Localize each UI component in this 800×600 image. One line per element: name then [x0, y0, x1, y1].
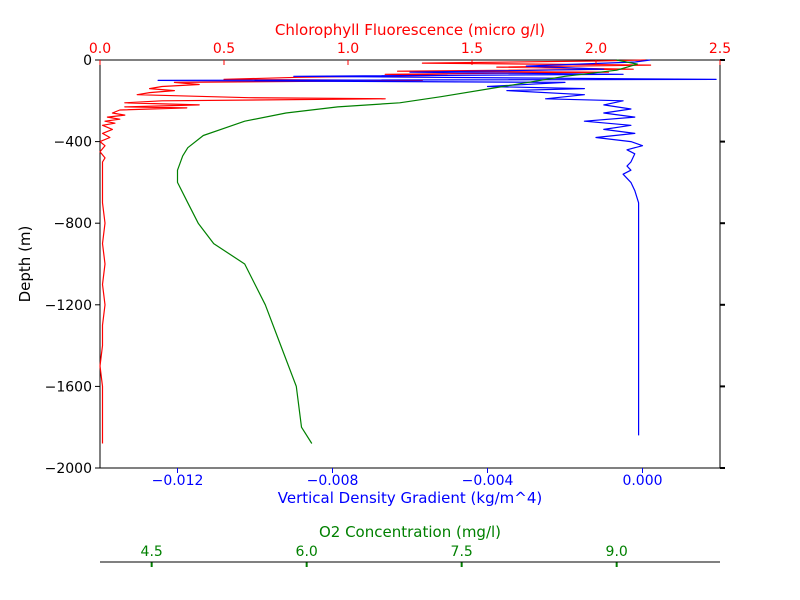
y-axis-title: Depth (m): [16, 226, 34, 303]
top-tick-label: 2.0: [585, 41, 607, 57]
plot-frame: [99, 59, 721, 469]
top-tick-label: 0.0: [89, 41, 111, 57]
oxygen-tick-label: 4.5: [141, 544, 163, 560]
y-tick-label: −1600: [45, 379, 92, 395]
oxygen-tick-label: 7.5: [451, 544, 473, 560]
series-layer: [99, 59, 717, 444]
oxygen-line: [176, 59, 638, 444]
y-tick-label: −400: [54, 135, 92, 151]
top-axis-title: Chlorophyll Fluorescence (micro g/l): [275, 21, 545, 39]
top-tick-label: 2.5: [709, 41, 731, 57]
chlorophyll-line: [99, 59, 652, 444]
bottom-tick-label: −0.004: [462, 473, 514, 489]
y-tick-label: −2000: [45, 461, 92, 477]
oxygen-tick-label: 9.0: [606, 544, 628, 560]
bottom-tick-label: −0.012: [152, 473, 204, 489]
top-tick-label: 1.0: [337, 41, 359, 57]
top-tick-label: 1.5: [461, 41, 483, 57]
axes-layer: 0 −400 −800 −1200 −1600 −2000 0.0 0.5 1.0 1.5 2.0 2…: [45, 41, 731, 567]
top-tick-label: 0.5: [213, 41, 235, 57]
oxygen-axis-title: O2 Concentration (mg/l): [319, 523, 501, 541]
y-tick-label: −800: [54, 216, 92, 232]
y-tick-label: 0: [83, 53, 92, 69]
y-tick-label: −1200: [45, 298, 92, 314]
density-line: [157, 59, 717, 436]
bottom-axis-title: Vertical Density Gradient (kg/m^4): [278, 489, 542, 507]
bottom-tick-label: −0.008: [307, 473, 359, 489]
oxygen-tick-label: 6.0: [296, 544, 318, 560]
bottom-tick-label: 0.000: [622, 473, 662, 489]
